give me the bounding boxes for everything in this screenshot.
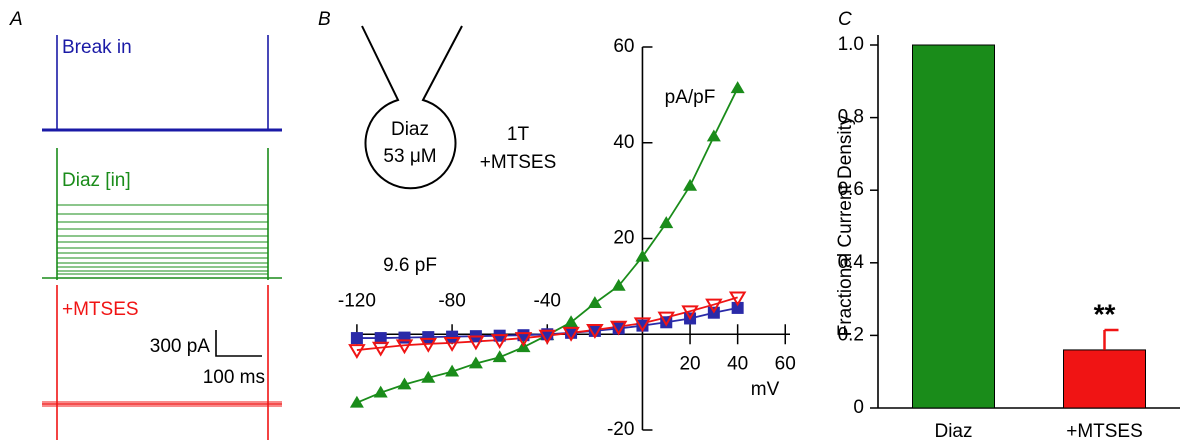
marker [514, 332, 533, 348]
significance: ** [1094, 298, 1116, 329]
marker [443, 336, 461, 352]
scale-label: 100 ms [203, 367, 265, 388]
y-axis-title: Fractional Current Density [835, 115, 856, 336]
marker [588, 324, 601, 337]
marker [586, 324, 604, 339]
x-tick-label: 20 [679, 353, 700, 374]
y-tick-label: 40 [613, 132, 634, 153]
marker [564, 315, 579, 328]
marker [683, 178, 698, 191]
marker [373, 385, 388, 398]
annotation: +MTSES [480, 152, 557, 173]
trace-mtses [42, 401, 282, 407]
x-tick-label: +MTSES [1066, 421, 1143, 442]
annotation: 53 μM [383, 146, 436, 167]
trace-break-in [42, 128, 282, 132]
x-tick-label: -80 [438, 290, 465, 311]
marker [371, 341, 390, 357]
marker [419, 337, 438, 353]
y-tick-label: 0.6 [838, 179, 864, 200]
panel-label: C [838, 9, 852, 30]
marker [705, 298, 723, 314]
marker [467, 335, 485, 351]
marker [730, 81, 745, 94]
marker [398, 331, 411, 344]
trace-mtses [42, 285, 282, 440]
error-bar [1103, 328, 1119, 350]
marker [609, 320, 628, 336]
marker [728, 291, 747, 307]
marker [350, 332, 363, 345]
marker [657, 311, 676, 327]
marker [611, 278, 626, 291]
marker [397, 377, 412, 390]
marker [612, 322, 625, 335]
marker [731, 301, 744, 314]
trace-label: +MTSES [62, 299, 139, 320]
y-tick-label: 1.0 [838, 34, 864, 55]
x-tick-label: 40 [727, 353, 748, 374]
x-tick-label: 60 [775, 353, 796, 374]
y-tick-label: 60 [613, 36, 634, 57]
x-tick-label: Diaz [934, 421, 972, 442]
annotation: 1T [507, 124, 530, 145]
y-tick-label: -20 [607, 419, 634, 440]
marker [422, 331, 435, 344]
marker [446, 330, 459, 343]
y-tick-label: 0.4 [838, 252, 865, 273]
scale-bar [215, 330, 262, 357]
trace-break-in [42, 35, 282, 131]
marker [706, 129, 721, 142]
y-tick-label: 20 [613, 228, 634, 249]
marker [587, 296, 602, 309]
y-tick-label: 0.2 [838, 324, 864, 345]
marker [635, 249, 650, 262]
marker [490, 334, 509, 349]
panel-label: A [9, 9, 23, 30]
marker [349, 395, 364, 408]
marker [468, 356, 483, 369]
marker [445, 364, 460, 377]
marker [492, 350, 507, 363]
marker [538, 329, 557, 345]
current-traces [42, 35, 282, 440]
marker [395, 339, 414, 355]
bar [912, 44, 995, 409]
marker [562, 326, 580, 342]
pipette-drawing [361, 25, 463, 190]
x-axis-title: mV [751, 379, 780, 400]
annotation: 9.6 pF [383, 255, 437, 276]
marker [659, 216, 674, 229]
marker [421, 370, 436, 383]
marker [636, 319, 649, 332]
panel-label: B [318, 9, 331, 30]
marker [348, 344, 366, 360]
marker [374, 332, 387, 345]
marker [633, 317, 652, 333]
marker [681, 305, 699, 321]
trace-diaz [57, 204, 268, 275]
x-tick-label: -40 [534, 290, 561, 311]
y-tick-label: 0.8 [838, 107, 864, 128]
y-axis-title: pA/pF [665, 87, 716, 108]
annotation: Diaz [391, 119, 429, 140]
bar [1063, 349, 1146, 409]
x-tick-label: -120 [338, 290, 376, 311]
trace-label: Diaz [in] [62, 170, 131, 191]
trace-label: Break in [62, 37, 132, 58]
y-tick-label: 0 [853, 397, 864, 418]
scale-label: 300 pA [150, 336, 211, 357]
